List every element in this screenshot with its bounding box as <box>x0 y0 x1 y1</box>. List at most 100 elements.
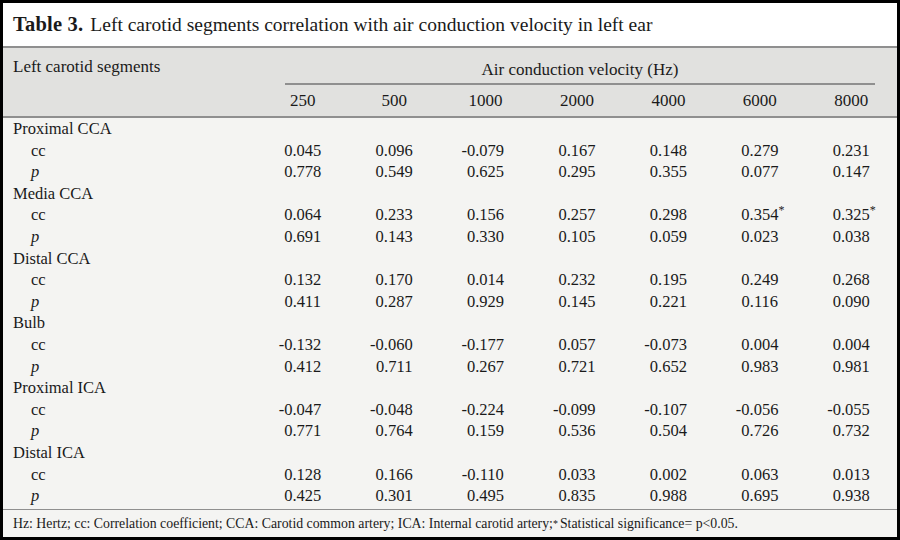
segment-row: Media CCA <box>3 183 897 205</box>
footnote-abbreviations: Hz: Hertz; cc: Correlation coefficient; … <box>13 516 553 532</box>
stat-row: cc-0.047-0.048-0.224-0.099-0.107-0.056-0… <box>3 399 897 421</box>
stat-row: p0.4120.7110.2670.7210.6520.9830.981 <box>3 356 897 378</box>
value-cell: -0.132 <box>257 334 348 356</box>
stat-label: p <box>3 356 257 378</box>
value-cell: 0.132 <box>257 269 348 291</box>
value-cell: 0.355 <box>623 161 714 183</box>
value-cell: 0.143 <box>348 226 439 248</box>
value-cell: 0.156 <box>440 204 531 226</box>
stat-label: cc <box>3 399 257 421</box>
value-cell: 0.059 <box>623 226 714 248</box>
table-footnote: Hz: Hertz; cc: Correlation coefficient; … <box>3 509 897 537</box>
value-cell: 0.835 <box>531 485 622 507</box>
value-cell: 0.170 <box>348 269 439 291</box>
column-header-8000: 8000 <box>806 85 897 117</box>
value-cell: 0.014 <box>440 269 531 291</box>
column-group-header: Air conduction velocity (Hz) <box>257 48 897 85</box>
value-cell: -0.055 <box>806 399 897 421</box>
stat-label: p <box>3 291 257 313</box>
significance-asterisk-icon: * <box>553 518 558 529</box>
value-cell: 0.279 <box>714 140 805 162</box>
value-cell: 0.004 <box>714 334 805 356</box>
stat-label: p <box>3 420 257 442</box>
value-cell: 0.695 <box>714 485 805 507</box>
value-cell: 0.721 <box>531 356 622 378</box>
value-cell: 0.057 <box>531 334 622 356</box>
value-cell: 0.267 <box>440 356 531 378</box>
value-cell: 0.045 <box>257 140 348 162</box>
stat-row: cc0.0450.096-0.0790.1670.1480.2790.231 <box>3 140 897 162</box>
stat-row: cc-0.132-0.060-0.1770.057-0.0730.0040.00… <box>3 334 897 356</box>
value-cell: 0.268 <box>806 269 897 291</box>
group-header-row: Left carotid segments Air conduction vel… <box>3 48 897 85</box>
stat-label: cc <box>3 269 257 291</box>
value-cell: -0.107 <box>623 399 714 421</box>
value-cell: 0.411 <box>257 291 348 313</box>
value-cell: 0.778 <box>257 161 348 183</box>
segment-row: Proximal ICA <box>3 377 897 399</box>
stat-label: cc <box>3 464 257 486</box>
significance-asterisk-icon: * <box>778 200 784 222</box>
value-cell: -0.079 <box>440 140 531 162</box>
value-cell: 0.145 <box>531 291 622 313</box>
value-cell: 0.004 <box>806 334 897 356</box>
value-cell: 0.295 <box>531 161 622 183</box>
significance-asterisk-icon: * <box>870 200 876 222</box>
value-cell: -0.048 <box>348 399 439 421</box>
value-cell: 0.354* <box>714 204 805 226</box>
value-cell: 0.002 <box>623 464 714 486</box>
value-cell: 0.732 <box>806 420 897 442</box>
value-cell: 0.221 <box>623 291 714 313</box>
table-3-card: Table 3. Left carotid segments correlati… <box>0 0 900 540</box>
value-cell: 0.233 <box>348 204 439 226</box>
footnote-significance: Statistical significance= p<0.05. <box>560 516 738 532</box>
value-cell: 0.105 <box>531 226 622 248</box>
value-cell: 0.077 <box>714 161 805 183</box>
value-cell: 0.981 <box>806 356 897 378</box>
value-cell: 0.167 <box>531 140 622 162</box>
value-cell: 0.726 <box>714 420 805 442</box>
value-cell: 0.330 <box>440 226 531 248</box>
column-header-6000: 6000 <box>714 85 805 117</box>
column-header-segments: Left carotid segments <box>3 48 257 117</box>
value-cell: -0.224 <box>440 399 531 421</box>
segment-label: Proximal ICA <box>3 377 897 399</box>
stat-row: cc0.0640.2330.1560.2570.2980.354*0.325* <box>3 204 897 226</box>
stat-label: p <box>3 485 257 507</box>
value-cell: 0.147 <box>806 161 897 183</box>
stat-row: p0.7780.5490.6250.2950.3550.0770.147 <box>3 161 897 183</box>
value-cell: 0.038 <box>806 226 897 248</box>
value-cell: 0.549 <box>348 161 439 183</box>
value-cell: 0.116 <box>714 291 805 313</box>
value-cell: -0.060 <box>348 334 439 356</box>
value-cell: 0.232 <box>531 269 622 291</box>
stat-row: cc0.1280.166-0.1100.0330.0020.0630.013 <box>3 464 897 486</box>
value-cell: -0.056 <box>714 399 805 421</box>
value-cell: 0.988 <box>623 485 714 507</box>
stat-row: p0.7710.7640.1590.5360.5040.7260.732 <box>3 420 897 442</box>
column-header-500: 500 <box>348 85 439 117</box>
value-cell: 0.495 <box>440 485 531 507</box>
value-cell: 0.063 <box>714 464 805 486</box>
value-cell: 0.013 <box>806 464 897 486</box>
value-cell: 0.301 <box>348 485 439 507</box>
value-cell: 0.652 <box>623 356 714 378</box>
table-number: Table 3. <box>13 13 83 36</box>
value-cell: 0.625 <box>440 161 531 183</box>
value-cell: 0.504 <box>623 420 714 442</box>
value-cell: 0.148 <box>623 140 714 162</box>
stat-label: cc <box>3 140 257 162</box>
stat-label: p <box>3 161 257 183</box>
value-cell: 0.287 <box>348 291 439 313</box>
column-header-250: 250 <box>257 85 348 117</box>
value-cell: 0.412 <box>257 356 348 378</box>
value-cell: 0.249 <box>714 269 805 291</box>
stat-row: p0.4250.3010.4950.8350.9880.6950.938 <box>3 485 897 507</box>
value-cell: 0.195 <box>623 269 714 291</box>
segment-label: Distal CCA <box>3 248 897 270</box>
value-cell: 0.159 <box>440 420 531 442</box>
value-cell: -0.099 <box>531 399 622 421</box>
segment-row: Distal CCA <box>3 248 897 270</box>
value-cell: 0.257 <box>531 204 622 226</box>
value-cell: 0.536 <box>531 420 622 442</box>
